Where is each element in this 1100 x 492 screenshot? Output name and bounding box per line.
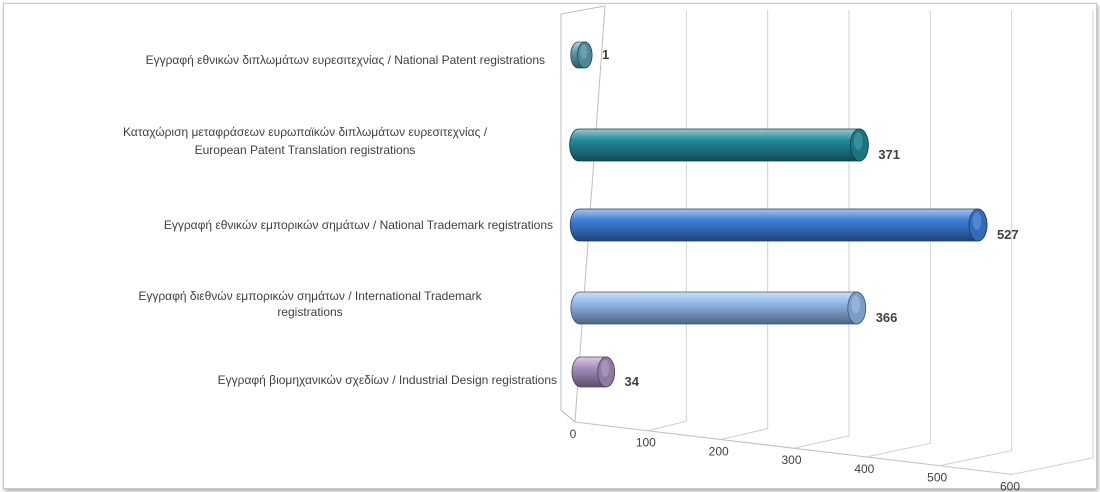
bar — [569, 128, 869, 162]
data-label: 366 — [876, 310, 898, 325]
data-label: 527 — [997, 227, 1019, 242]
x-tick-label: 600 — [1000, 479, 1020, 492]
data-label: 371 — [878, 147, 900, 162]
x-tick-label: 100 — [636, 436, 656, 450]
category-label: Εγγραφή εθνικών εμπορικών σημάτων / Nati… — [164, 218, 553, 232]
bar — [570, 291, 867, 325]
category-label: Καταχώριση μεταφράσεων ευρωπαϊκών διπλωμ… — [123, 125, 488, 157]
data-labels: 1 371 527 366 34 — [602, 47, 1019, 389]
category-label: Εγγραφή βιομηχανικών σχεδίων / Industria… — [218, 373, 557, 387]
gridline — [939, 10, 1013, 467]
x-tick-label: 0 — [570, 427, 577, 441]
bar — [570, 41, 593, 69]
gridline — [1011, 10, 1094, 475]
x-tick-label: 500 — [927, 471, 947, 485]
x-axis-ticks: 0 100 200 300 400 500 600 — [570, 427, 1021, 492]
data-label: 34 — [625, 374, 640, 389]
grid-lines — [647, 10, 1094, 475]
x-tick-label: 400 — [854, 462, 874, 476]
bar — [571, 356, 615, 388]
bars — [569, 41, 988, 388]
category-label: Εγγραφή εθνικών διπλωμάτων ευρεσιτεχνίας… — [146, 53, 545, 67]
category-labels: Εγγραφή εθνικών διπλωμάτων ευρεσιτεχνίας… — [123, 53, 557, 387]
category-label: Εγγραφή διεθνών εμπορικών σημάτων / Inte… — [138, 289, 482, 319]
chart-frame — [3, 3, 1097, 489]
gridline — [866, 10, 931, 458]
bar — [569, 208, 988, 242]
x-tick-label: 200 — [709, 444, 729, 458]
x-tick-label: 300 — [781, 453, 801, 467]
data-label: 1 — [602, 47, 609, 62]
